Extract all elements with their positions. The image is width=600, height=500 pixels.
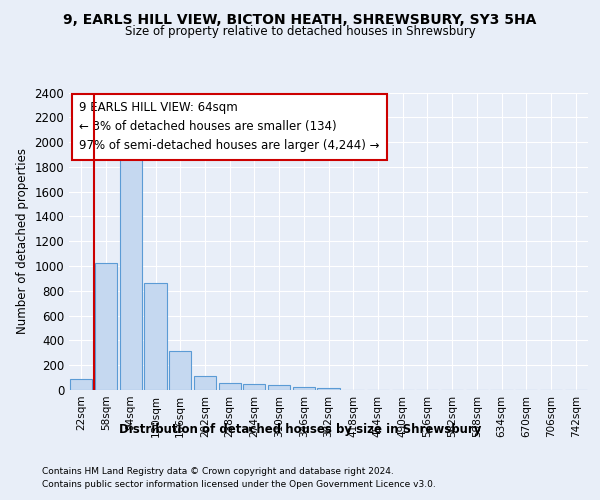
Bar: [218, 383, 241, 390]
Text: 9 EARLS HILL VIEW: 64sqm
← 3% of detached houses are smaller (134)
97% of semi-d: 9 EARLS HILL VIEW: 64sqm ← 3% of detache…: [79, 102, 380, 152]
Bar: [194, 376, 216, 390]
Bar: [169, 351, 191, 390]
Bar: [268, 385, 290, 390]
Text: Size of property relative to detached houses in Shrewsbury: Size of property relative to detached ho…: [125, 25, 475, 38]
Bar: [119, 156, 142, 390]
Text: Contains public sector information licensed under the Open Government Licence v3: Contains public sector information licen…: [42, 480, 436, 489]
Bar: [145, 284, 167, 390]
Bar: [95, 263, 117, 390]
Text: Distribution of detached houses by size in Shrewsbury: Distribution of detached houses by size …: [119, 422, 481, 436]
Y-axis label: Number of detached properties: Number of detached properties: [16, 148, 29, 334]
Text: Contains HM Land Registry data © Crown copyright and database right 2024.: Contains HM Land Registry data © Crown c…: [42, 468, 394, 476]
Bar: [317, 388, 340, 390]
Bar: [243, 384, 265, 390]
Text: 9, EARLS HILL VIEW, BICTON HEATH, SHREWSBURY, SY3 5HA: 9, EARLS HILL VIEW, BICTON HEATH, SHREWS…: [64, 12, 536, 26]
Bar: [293, 387, 315, 390]
Bar: [70, 379, 92, 390]
